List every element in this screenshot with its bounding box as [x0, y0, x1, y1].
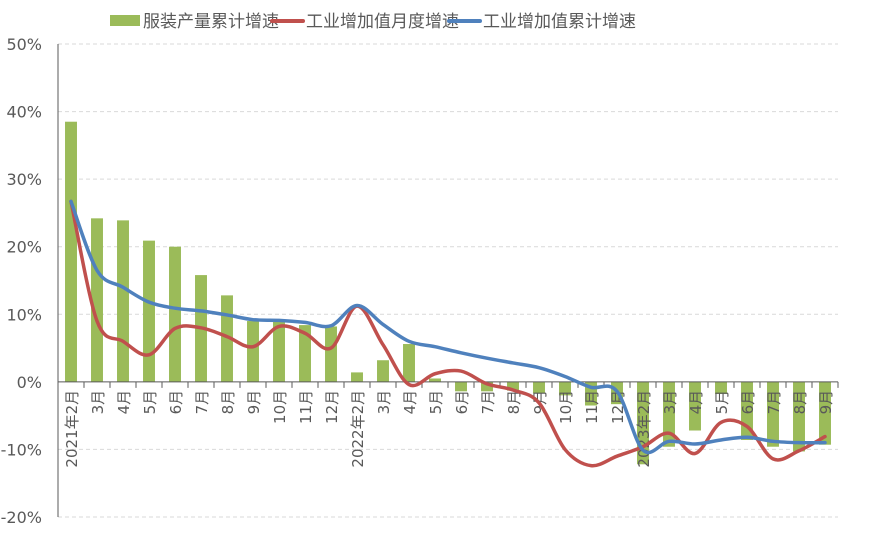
x-tick-label: 10月: [557, 390, 575, 424]
bar: [65, 121, 77, 382]
bar: [689, 381, 701, 431]
y-tick-label: 0%: [17, 373, 42, 392]
x-tick-label: 5月: [141, 390, 159, 415]
x-tick-label: 6月: [453, 390, 471, 415]
bar: [793, 381, 805, 452]
bar: [533, 381, 545, 394]
axes: [57, 44, 839, 517]
bar: [559, 381, 571, 396]
bar: [117, 220, 129, 382]
bar: [663, 381, 675, 447]
bar: [455, 381, 467, 392]
x-tick-label: 11月: [583, 390, 601, 424]
y-axis-ticks: -20% -10% 0% 10% 20% 30% 40% 50%: [1, 35, 42, 527]
x-tick-label: 5月: [713, 390, 731, 415]
x-tick-label: 11月: [297, 390, 315, 424]
bar: [767, 381, 779, 447]
legend-swatch-bar: [110, 15, 140, 26]
x-tick-label: 6月: [739, 390, 757, 415]
bar: [741, 381, 753, 440]
legend: 服装产量累计增速 工业增加值月度增速 工业增加值累计增速: [110, 12, 636, 32]
x-tick-label: 6月: [167, 390, 185, 415]
line-cumulative: [69, 199, 827, 455]
line-monthly: [69, 199, 827, 468]
x-tick-label: 4月: [401, 390, 419, 415]
bar: [169, 246, 181, 382]
x-tick-label: 3月: [661, 390, 679, 415]
x-tick-label: 8月: [219, 390, 237, 415]
x-tick-label: 8月: [791, 390, 809, 415]
legend-label-0: 服装产量累计增速: [143, 12, 279, 32]
x-tick-label: 9月: [245, 390, 263, 415]
bar: [481, 381, 493, 392]
bar: [299, 325, 311, 382]
x-tick-label: 10月: [271, 390, 289, 424]
gridlines: [58, 43, 838, 518]
x-tick-label: 8月: [505, 390, 523, 415]
bar: [143, 240, 155, 382]
x-axis-ticks: 2021年2月 3月 4月 5月 6月 7月 8月 9月 10月 11月 12月 2022年2月 3月 4…: [63, 390, 835, 468]
x-tick-label: 12月: [323, 390, 341, 424]
y-tick-label: 30%: [6, 170, 42, 189]
legend-label-2: 工业增加值累计增速: [483, 12, 636, 32]
x-tick-label: 3月: [89, 390, 107, 415]
bar: [715, 381, 727, 395]
bar: [351, 372, 363, 382]
bar: [377, 360, 389, 382]
bar: [91, 218, 103, 382]
y-tick-label: -10%: [1, 440, 42, 459]
x-tick-label: 2021年2月: [63, 390, 81, 468]
x-tick-label: 2023年2月: [635, 390, 653, 468]
bar: [247, 321, 259, 382]
x-tick-label: 3月: [375, 390, 393, 415]
y-tick-label: 10%: [6, 305, 42, 324]
y-tick-label: -20%: [1, 508, 42, 527]
legend-label-1: 工业增加值月度增速: [306, 12, 459, 32]
bar: [325, 326, 337, 382]
x-tick-label: 7月: [765, 390, 783, 415]
bar: [273, 321, 285, 382]
x-tick-label: 9月: [817, 390, 835, 415]
x-tick-label: 5月: [427, 390, 445, 415]
x-tick-label: 4月: [115, 390, 133, 415]
bar: [429, 378, 441, 382]
line-series: [69, 199, 827, 468]
y-tick-label: 20%: [6, 238, 42, 257]
bar: [819, 381, 831, 445]
bar: [403, 344, 415, 382]
bar: [507, 381, 519, 391]
bar: [221, 295, 233, 382]
x-tick-label: 7月: [479, 390, 497, 415]
bar: [585, 381, 597, 406]
x-tick-label: 7月: [193, 390, 211, 415]
y-tick-label: 50%: [6, 35, 42, 54]
y-tick-label: 40%: [6, 103, 42, 122]
x-tick-label: 4月: [687, 390, 705, 415]
bar: [637, 381, 649, 465]
x-tick-label: 2022年2月: [349, 390, 367, 468]
